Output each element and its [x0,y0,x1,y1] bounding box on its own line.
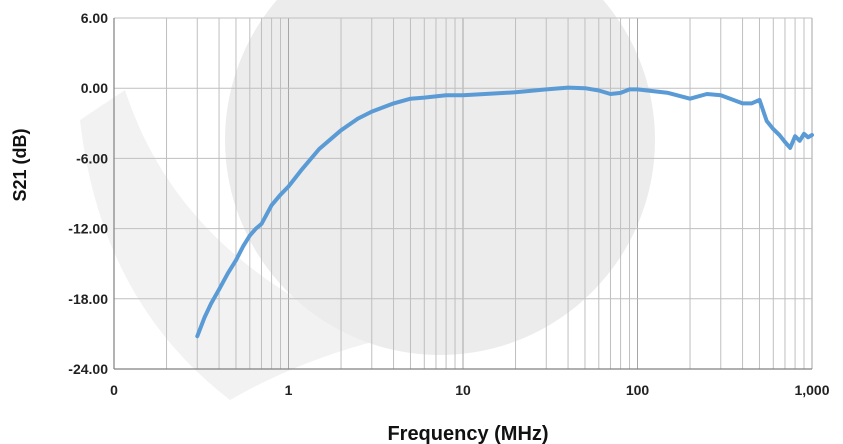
y-tick-label: 0.00 [81,80,108,96]
x-axis-title: Frequency (MHz) [387,423,548,444]
y-axis-title: S21 (dB) [10,128,30,201]
x-tick-label: 10 [455,382,471,398]
y-tick-label: 6.00 [81,10,108,26]
x-tick-label: 100 [626,382,650,398]
tick-labels: 6.00 0.00 -6.00 -12.00 -18.00 -24.000 1 10 100 1,… [68,10,829,398]
axes [113,18,812,370]
x-tick-label: 0 [110,382,118,398]
y-tick-label: -24.00 [68,361,108,377]
series [195,85,814,339]
grid [113,17,813,370]
series-line [195,85,814,339]
y-tick-label: -6.00 [76,150,108,166]
y-tick-label: -18.00 [68,291,108,307]
x-tick-label: 1 [285,382,293,398]
y-tick-label: -12.00 [68,221,108,237]
x-tick-label: 1,000 [794,382,829,398]
